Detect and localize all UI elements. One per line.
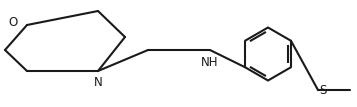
Text: O: O bbox=[9, 16, 18, 30]
Text: S: S bbox=[319, 83, 326, 97]
Text: NH: NH bbox=[201, 56, 219, 69]
Text: N: N bbox=[94, 76, 102, 89]
